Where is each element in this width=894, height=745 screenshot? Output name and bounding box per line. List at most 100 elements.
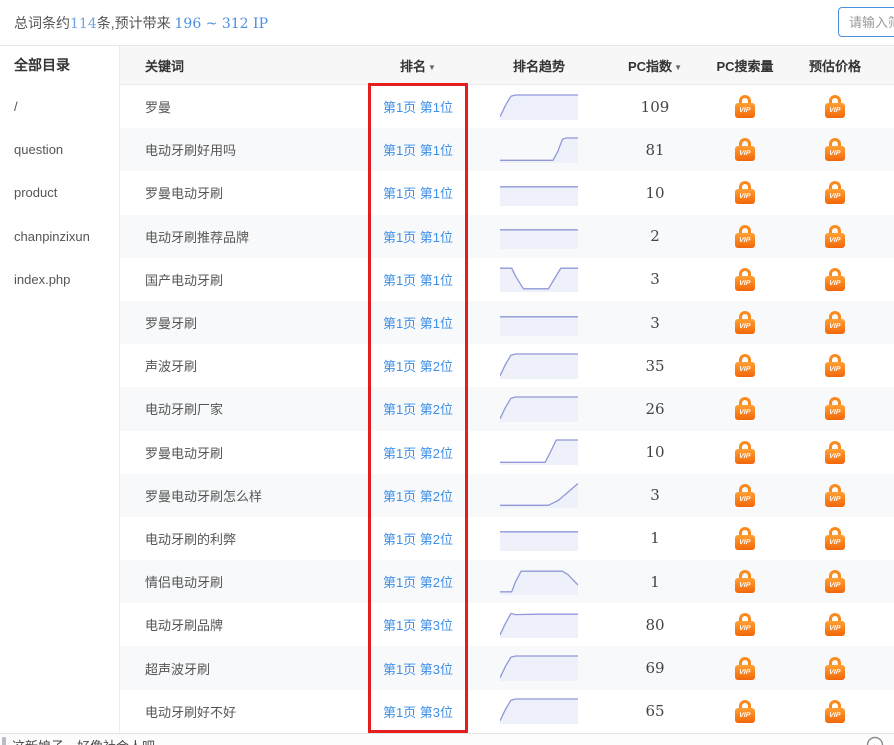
vip-lock-icon[interactable]: VIP (734, 95, 756, 119)
lock-body: VIP (735, 707, 755, 723)
vip-lock-icon[interactable]: VIP (734, 267, 756, 291)
lock-body: VIP (735, 664, 755, 680)
rank-link[interactable]: 第1页 第2位 (382, 531, 454, 547)
vip-lock-icon[interactable]: VIP (824, 224, 846, 248)
rank-link[interactable]: 第1页 第1位 (382, 100, 454, 116)
rank-link[interactable]: 第1页 第1位 (382, 186, 454, 202)
rank-link[interactable]: 第1页 第1位 (382, 229, 454, 245)
vip-lock-icon[interactable]: VIP (734, 354, 756, 378)
vip-lock-icon[interactable]: VIP (824, 181, 846, 205)
summary-middle: 条,预计带来 (96, 15, 175, 31)
sidebar-item-question[interactable]: question (14, 142, 64, 158)
rank-link[interactable]: 第1页 第2位 (382, 488, 454, 504)
lock-shackle (829, 267, 841, 279)
rank-link[interactable]: 第1页 第1位 (382, 143, 454, 159)
sidebar-item-product[interactable]: product (14, 185, 58, 201)
keyword-filter-input[interactable] (838, 7, 894, 37)
pc-index-value: 1 (650, 572, 660, 591)
vip-lock-icon[interactable]: VIP (824, 138, 846, 162)
lock-body: VIP (825, 664, 845, 680)
rank-link[interactable]: 第1页 第3位 (382, 704, 454, 720)
vip-lock-icon[interactable]: VIP (824, 311, 846, 335)
vip-lock-icon[interactable]: VIP (734, 483, 756, 507)
lock-body: VIP (825, 319, 845, 335)
vip-lock-icon[interactable]: VIP (824, 440, 846, 464)
directory-sidebar: 全部目录 / question product chanpinzixun index.p… (0, 46, 120, 733)
lock-body: VIP (735, 448, 755, 464)
table-row: 电动牙刷好不好 第1页 第3位 65 VIP VIP (120, 689, 894, 733)
sidebar-item-indexphp[interactable]: index.php (14, 271, 71, 287)
vip-lock-icon[interactable]: VIP (734, 311, 756, 335)
trend-sparkline (500, 267, 578, 293)
rank-link[interactable]: 第1页 第2位 (382, 359, 454, 375)
vip-lock-icon[interactable]: VIP (734, 181, 756, 205)
rank-link[interactable]: 第1页 第2位 (382, 402, 454, 418)
sort-arrow-icon[interactable]: ▼ (428, 62, 436, 72)
sort-arrow-icon[interactable]: ▼ (674, 62, 682, 72)
rank-link[interactable]: 第1页 第2位 (382, 445, 454, 461)
lock-body: VIP (825, 621, 845, 637)
rank-link[interactable]: 第1页 第1位 (382, 316, 454, 332)
trend-sparkline (500, 186, 578, 206)
trend-cell (468, 438, 610, 466)
trend-sparkline (500, 229, 578, 250)
vip-lock-icon[interactable]: VIP (734, 526, 756, 550)
clock-icon[interactable] (866, 736, 884, 745)
table-row: 罗曼牙刷 第1页 第1位 3 VIP VIP (120, 300, 894, 345)
vip-lock-icon[interactable]: VIP (824, 656, 846, 680)
trend-cell (468, 265, 610, 293)
rank-link[interactable]: 第1页 第2位 (382, 575, 454, 591)
footer-thumbnail (2, 737, 6, 745)
lock-body: VIP (825, 232, 845, 248)
table-row: 罗曼电动牙刷 第1页 第1位 10 VIP VIP (120, 171, 894, 215)
vip-lock-icon[interactable]: VIP (824, 570, 846, 594)
lock-shackle (739, 699, 751, 711)
lock-shackle (829, 397, 841, 409)
vip-lock-icon[interactable]: VIP (824, 483, 846, 507)
table-row: 情侣电动牙刷 第1页 第2位 1 VIP VIP (120, 560, 894, 604)
topbar: 总词条约114条,预计带来 196 ~ 312 IP (0, 0, 894, 46)
lock-shackle (739, 224, 751, 236)
vip-lock-icon[interactable]: VIP (824, 613, 846, 637)
footer-news-text[interactable]: 这新娘子，好像社会人吧 (12, 736, 155, 745)
vip-lock-icon[interactable]: VIP (824, 699, 846, 723)
lock-shackle (829, 224, 841, 236)
table-row: 电动牙刷好用吗 第1页 第1位 81 VIP VIP (120, 128, 894, 172)
lock-shackle (829, 613, 841, 625)
rank-link[interactable]: 第1页 第3位 (382, 618, 454, 634)
vip-lock-icon[interactable]: VIP (824, 397, 846, 421)
vip-lock-icon[interactable]: VIP (824, 267, 846, 291)
sidebar-item-[interactable]: / (14, 99, 18, 114)
col-header-rank[interactable]: 排名 ▼ (400, 58, 436, 74)
vip-lock-icon[interactable]: VIP (734, 570, 756, 594)
lock-shackle (829, 354, 841, 366)
trend-cell (468, 697, 610, 725)
sidebar-item-chanpinzixun[interactable]: chanpinzixun (14, 228, 90, 244)
rank-link[interactable]: 第1页 第1位 (382, 272, 454, 288)
vip-lock-icon[interactable]: VIP (734, 440, 756, 464)
lock-body: VIP (825, 362, 845, 378)
vip-lock-icon[interactable]: VIP (824, 526, 846, 550)
lock-shackle (739, 138, 751, 150)
vip-lock-icon[interactable]: VIP (734, 397, 756, 421)
keyword-cell: 罗曼电动牙刷怎么样 (145, 488, 263, 504)
vip-lock-icon[interactable]: VIP (734, 699, 756, 723)
vip-lock-icon[interactable]: VIP (824, 95, 846, 119)
pc-index-value: 10 (645, 443, 665, 462)
trend-sparkline (500, 396, 578, 422)
lock-body: VIP (735, 146, 755, 162)
vip-lock-icon[interactable]: VIP (734, 656, 756, 680)
vip-lock-icon[interactable]: VIP (824, 354, 846, 378)
keyword-cell: 电动牙刷的利弊 (145, 531, 237, 547)
lock-body: VIP (825, 448, 845, 464)
main-area: 全部目录 / question product chanpinzixun index.p… (0, 46, 894, 733)
rank-link[interactable]: 第1页 第3位 (382, 661, 454, 677)
vip-lock-icon[interactable]: VIP (734, 613, 756, 637)
vip-lock-icon[interactable]: VIP (734, 224, 756, 248)
lock-body: VIP (735, 319, 755, 335)
col-header-price: 预估价格 (808, 58, 861, 74)
table-row: 罗曼 第1页 第1位 109 VIP VIP (120, 85, 894, 129)
col-header-pc-index[interactable]: PC指数 ▼ (628, 58, 682, 74)
vip-lock-icon[interactable]: VIP (734, 138, 756, 162)
